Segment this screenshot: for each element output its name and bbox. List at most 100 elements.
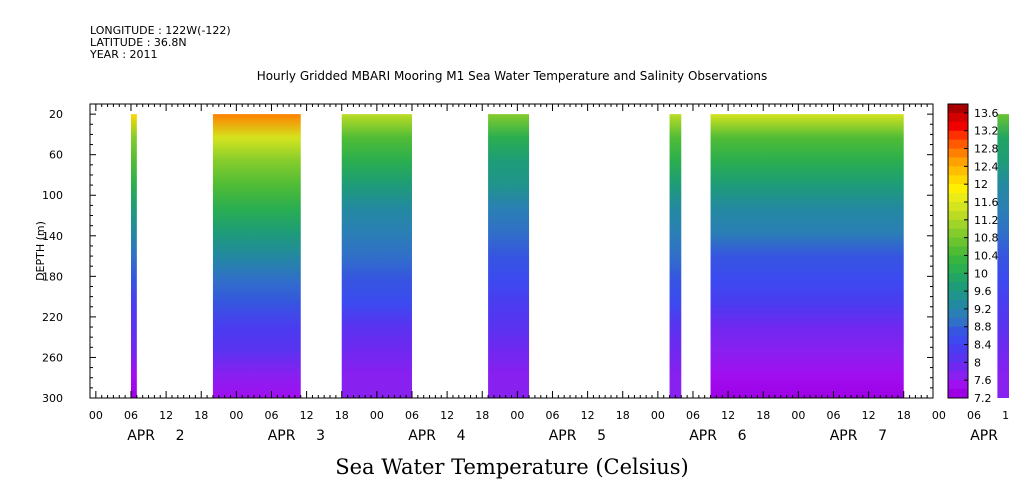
y-tick-label: 260 [42,351,63,364]
colorbar-swatch [948,362,968,372]
y-tick-label: 180 [42,270,63,283]
x-tick-label: 06 [545,409,559,422]
colorbar-swatch [948,246,968,256]
chart-metadata: LONGITUDE : 122W(-122) LATITUDE : 36.8N … [90,25,231,61]
x-day-label: 6 [738,428,747,444]
temperature-segment [130,114,137,398]
colorbar-label: 7.6 [974,374,992,387]
y-tick-label: 100 [42,189,63,202]
x-day-label: 2 [176,428,185,444]
colorbar-swatch [948,291,968,301]
y-tick-label: 20 [49,108,63,121]
temperature-segment [710,114,904,398]
colorbar-frame [947,103,969,399]
colorbar-swatch [948,380,968,390]
x-month-label: APR [970,428,998,444]
x-tick-label: 06 [264,409,278,422]
colorbar-label: 9.6 [974,285,992,298]
colorbar-swatch [948,308,968,319]
chart-title: Hourly Gridded MBARI Mooring M1 Sea Wate… [257,69,768,83]
temperature-segment [488,114,530,398]
temperature-segment [341,114,412,398]
x-tick-label: 00 [932,409,946,422]
colorbar-swatch [948,389,968,399]
colorbar-label: 9.2 [974,303,992,316]
x-tick-label: 06 [686,409,700,422]
x-tick-label: 00 [370,409,384,422]
colorbar-label: 8.4 [974,339,992,352]
x-tick-label: 06 [826,409,840,422]
colorbar-label: 8 [974,356,981,369]
x-month-label: APR [689,428,717,444]
x-month-label: APR [830,428,858,444]
temperature-segment [669,114,682,398]
colorbar: 13.6 13.2 12.8 12.4 12 11.6 11.2 10.8 10.4 10 9.6 9… [947,103,999,405]
plot-area [130,114,1009,398]
colorbar-swatch [948,166,968,176]
x-tick-label: 12 [300,409,314,422]
colorbar-swatch [948,228,968,239]
x-day-label: 7 [878,428,887,444]
temperature-segment [997,114,1009,398]
colorbar-swatch [948,219,968,230]
colorbar-label: 7.2 [974,392,992,405]
x-tick-label: 12 [1002,409,1009,422]
colorbar-swatch [948,104,968,114]
y-tick-label: 60 [49,149,63,162]
y-axis-label: DEPTH (m) [34,221,47,281]
colorbar-swatch [948,273,968,283]
colorbar-label: 12.4 [974,160,999,173]
colorbar-swatch [948,184,968,194]
x-tick-label: 00 [89,409,103,422]
x-tick-label: 18 [897,409,911,422]
colorbar-swatch [948,344,968,354]
colorbar-label: 11.6 [974,196,999,209]
x-tick-label: 18 [616,409,630,422]
x-tick-label: 12 [159,409,173,422]
x-tick-label: 12 [721,409,735,422]
x-day-label: 4 [457,428,466,444]
x-day-label: 5 [597,428,606,444]
x-tick-label: 12 [581,409,595,422]
colorbar-label: 8.8 [974,321,992,334]
colorbar-swatch [948,202,968,212]
colorbar-swatch [948,371,968,381]
x-month-label: APR [408,428,436,444]
colorbar-label: 10 [974,267,988,280]
colorbar-swatch [948,255,968,265]
colorbar-label: 10.8 [974,232,999,245]
x-tick-label: 18 [756,409,770,422]
colorbar-swatch [948,210,968,221]
x-month-label: APR [127,428,155,444]
y-tick-label: 140 [42,230,63,243]
colorbar-swatch [948,130,968,141]
colorbar-swatch [948,300,968,310]
x-tick-label: 06 [124,409,138,422]
longitude-label: LONGITUDE : 122W(-122) [90,24,231,37]
colorbar-swatch [948,264,968,274]
colorbar-swatch [948,148,968,158]
y-tick-label: 220 [42,311,63,324]
colorbar-label: 13.2 [974,125,999,138]
temperature-segment [212,114,301,398]
chart-subtitle: Sea Water Temperature (Celsius) [335,455,689,479]
colorbar-label: 12.8 [974,143,999,156]
x-tick-label: 00 [651,409,665,422]
colorbar-label: 10.4 [974,249,999,262]
x-tick-label: 18 [475,409,489,422]
x-month-label: APR [549,428,577,444]
y-tick-label: 300 [42,392,63,405]
x-day-label: 3 [316,428,325,444]
colorbar-swatch [948,282,968,292]
year-label: YEAR : 2011 [90,48,158,61]
x-tick-label: 06 [967,409,981,422]
colorbar-label: 13.6 [974,107,999,120]
colorbar-swatch [948,112,968,123]
colorbar-swatch [948,157,968,167]
colorbar-swatch [948,193,968,203]
x-tick-label: 18 [335,409,349,422]
colorbar-swatch [948,139,968,149]
x-tick-label: 00 [510,409,524,422]
colorbar-swatch [948,335,968,345]
